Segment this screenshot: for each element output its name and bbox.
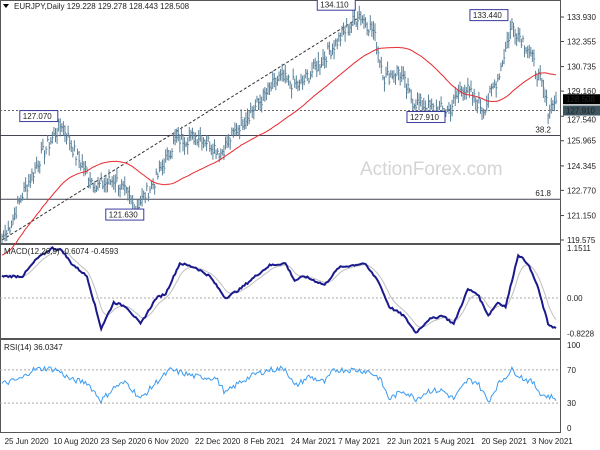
x-tick-label: 25 Jun 2020 [5,437,50,446]
macd-signal-line [1,249,557,328]
support-price-label: 127.910 [566,107,595,116]
y-tick-label: 130.735 [567,63,596,72]
y-tick-label: 125.965 [567,137,596,146]
x-tick-label: 24 Mar 2021 [291,437,336,446]
panel-macd [0,244,561,339]
price-annotation: 133.440 [473,11,502,20]
moving-average-line [1,46,557,256]
x-tick-label: 23 Sep 2020 [101,437,147,446]
y-tick-label: 133.930 [567,13,596,22]
price-annotation: 134.110 [320,1,349,10]
y-tick-label: 122.770 [567,186,596,195]
rsi-tick-label: 0 [567,424,572,433]
price-annotation-box [469,9,509,22]
rsi-tick-label: 100 [567,341,581,350]
chart-title: EURJPY,Daily 129.228 129.278 128.443 128… [14,2,190,11]
rsi-tick-label: 70 [567,366,576,375]
macd-line [1,245,557,334]
rsi-label: RSI(14) 36.0347 [4,343,63,352]
x-tick-label: 6 Nov 2020 [148,437,189,446]
trend-line [1,17,360,241]
rsi-line [1,365,557,405]
x-tick-label: 7 May 2021 [338,437,380,446]
price-annotation-box [19,110,59,123]
y-tick-label: 124.345 [567,162,596,171]
y-tick-label: 129.160 [567,87,596,96]
price-annotation: 127.070 [23,112,52,121]
current-price-label: 128.508 [566,95,595,104]
macd-tick-label: 0.00 [567,294,583,303]
y-tick-label: 121.150 [567,212,596,221]
price-annotation-box [406,111,446,124]
fib-label: 61.8 [535,189,551,198]
price-annotation: 121.630 [109,211,138,220]
dropdown-arrow-icon [3,4,9,8]
macd-label: MACD(12,26,9) -0.6074 -0.4593 [4,247,119,256]
support-price-tag [563,105,600,116]
watermark: ActionForex.com [360,159,503,180]
y-tick-label: 127.540 [567,115,596,124]
macd-tick-label: -0.8228 [567,330,595,339]
current-price-tag [563,94,600,105]
rsi-tick-label: 30 [567,399,576,408]
price-annotation-box [105,208,145,221]
price-annotation-box [316,0,356,11]
y-tick-label: 119.575 [567,236,596,245]
x-tick-label: 22 Jun 2021 [387,437,432,446]
x-tick-label: 10 Aug 2020 [53,437,98,446]
x-tick-label: 8 Feb 2021 [244,437,285,446]
x-tick-label: 22 Dec 2020 [195,437,241,446]
macd-tick-label: 1.1511 [567,244,591,253]
panel-rsi [0,339,561,433]
x-tick-label: 5 Aug 2021 [434,437,475,446]
fib-label: 38.2 [535,126,551,135]
x-tick-label: 20 Sep 2021 [481,437,527,446]
price-annotation: 127.910 [410,113,439,122]
x-tick-label: 3 Nov 2021 [532,437,573,446]
y-tick-label: 132.355 [567,37,596,46]
